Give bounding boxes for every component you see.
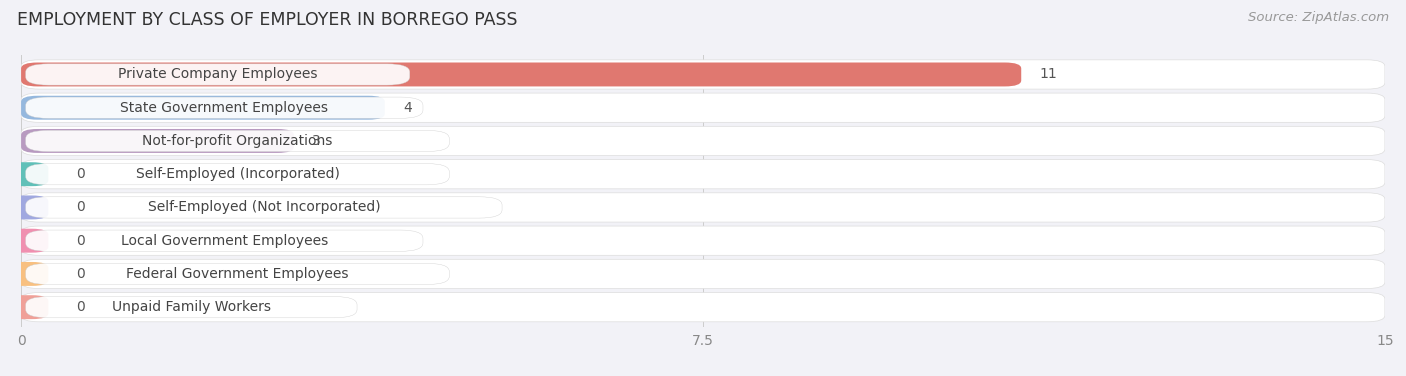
Text: Local Government Employees: Local Government Employees xyxy=(121,234,328,248)
FancyBboxPatch shape xyxy=(0,196,48,220)
FancyBboxPatch shape xyxy=(21,259,1385,288)
FancyBboxPatch shape xyxy=(25,64,409,85)
Text: Self-Employed (Not Incorporated): Self-Employed (Not Incorporated) xyxy=(148,200,380,214)
FancyBboxPatch shape xyxy=(21,129,294,153)
Text: 0: 0 xyxy=(76,167,84,181)
Text: Federal Government Employees: Federal Government Employees xyxy=(127,267,349,281)
FancyBboxPatch shape xyxy=(21,226,1385,255)
Text: Not-for-profit Organizations: Not-for-profit Organizations xyxy=(142,134,333,148)
FancyBboxPatch shape xyxy=(21,93,1385,122)
FancyBboxPatch shape xyxy=(21,159,1385,189)
Text: 0: 0 xyxy=(76,267,84,281)
Text: Self-Employed (Incorporated): Self-Employed (Incorporated) xyxy=(135,167,339,181)
FancyBboxPatch shape xyxy=(0,262,48,286)
Text: 0: 0 xyxy=(76,200,84,214)
FancyBboxPatch shape xyxy=(0,162,48,186)
Text: Source: ZipAtlas.com: Source: ZipAtlas.com xyxy=(1249,11,1389,24)
Text: Private Company Employees: Private Company Employees xyxy=(118,67,318,82)
FancyBboxPatch shape xyxy=(21,293,1385,322)
FancyBboxPatch shape xyxy=(25,230,423,251)
Text: 0: 0 xyxy=(76,234,84,248)
Text: EMPLOYMENT BY CLASS OF EMPLOYER IN BORREGO PASS: EMPLOYMENT BY CLASS OF EMPLOYER IN BORRE… xyxy=(17,11,517,29)
FancyBboxPatch shape xyxy=(25,263,450,285)
FancyBboxPatch shape xyxy=(25,130,450,152)
FancyBboxPatch shape xyxy=(21,96,385,120)
FancyBboxPatch shape xyxy=(25,297,357,318)
Text: 11: 11 xyxy=(1039,67,1057,82)
FancyBboxPatch shape xyxy=(21,193,1385,222)
Text: 0: 0 xyxy=(76,300,84,314)
Text: 4: 4 xyxy=(404,101,412,115)
FancyBboxPatch shape xyxy=(25,197,502,218)
FancyBboxPatch shape xyxy=(21,62,1021,86)
FancyBboxPatch shape xyxy=(0,229,48,253)
Text: 3: 3 xyxy=(312,134,321,148)
FancyBboxPatch shape xyxy=(21,126,1385,156)
FancyBboxPatch shape xyxy=(25,164,450,185)
Text: Unpaid Family Workers: Unpaid Family Workers xyxy=(112,300,271,314)
FancyBboxPatch shape xyxy=(25,97,423,118)
FancyBboxPatch shape xyxy=(21,60,1385,89)
Text: State Government Employees: State Government Employees xyxy=(121,101,328,115)
FancyBboxPatch shape xyxy=(0,295,48,319)
